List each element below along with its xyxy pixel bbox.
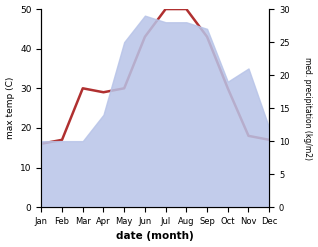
Y-axis label: med. precipitation (kg/m2): med. precipitation (kg/m2) bbox=[303, 57, 313, 160]
X-axis label: date (month): date (month) bbox=[116, 231, 194, 242]
Y-axis label: max temp (C): max temp (C) bbox=[5, 77, 15, 139]
